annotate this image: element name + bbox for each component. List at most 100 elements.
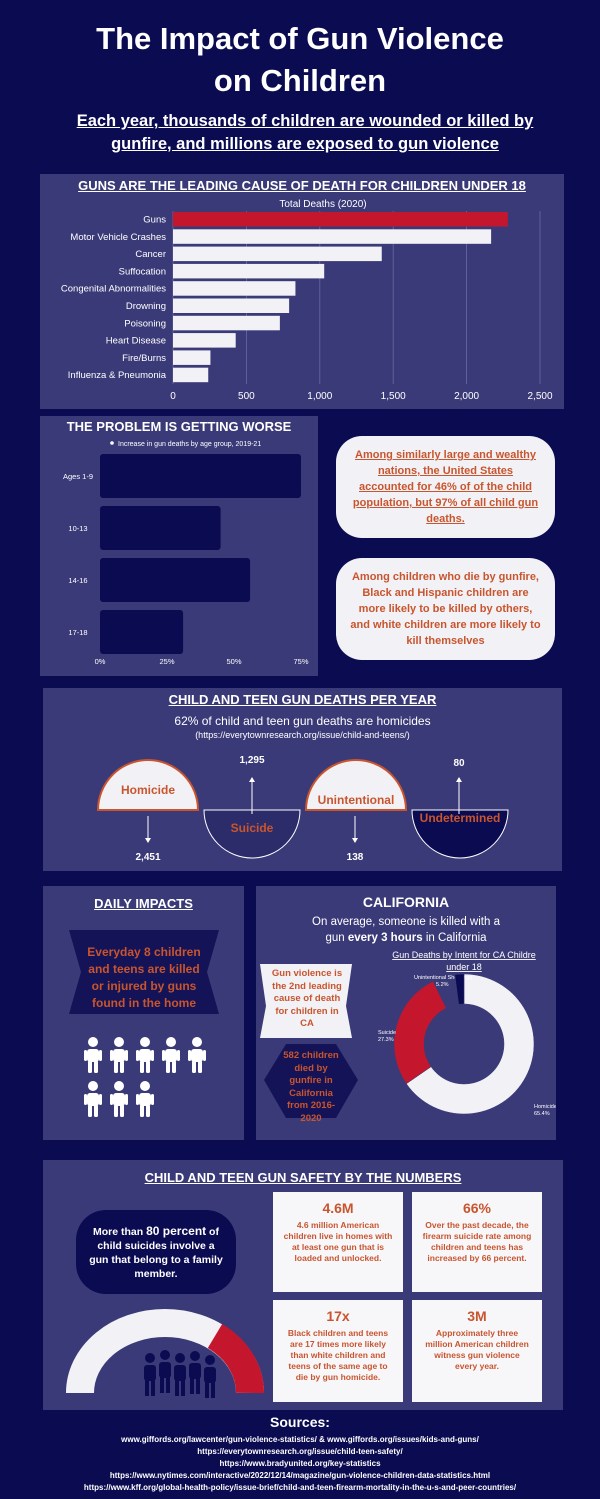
race-text: Among children who die by gunfire, Black… xyxy=(350,569,541,649)
chart1-x-tick: 2,500 xyxy=(527,391,552,402)
undetermined-label: Undetermined xyxy=(419,811,501,825)
ca-line2-bold: every 3 hours xyxy=(347,932,423,944)
person-icon xyxy=(110,1081,128,1117)
age-group-chart: Increase in gun deaths by age group, 201… xyxy=(63,441,309,666)
chart1-x-tick: 500 xyxy=(238,391,255,402)
chart1-bar xyxy=(173,298,290,313)
sources-list: www.giffords.org/lawcenter/gun-violence-… xyxy=(0,1434,600,1494)
race-text-3: are more likely to be xyxy=(358,587,529,615)
california-panel: CALIFORNIA On average, someone is killed… xyxy=(256,886,556,1140)
chart2-category-label: Ages 1-9 xyxy=(63,472,93,481)
ca-line2-pre: gun xyxy=(325,932,348,944)
chart2-x-tick: 0% xyxy=(95,657,106,666)
chart2-bar xyxy=(100,610,184,654)
leading-causes-panel: GUNS ARE THE LEADING CAUSE OF DEATH FOR … xyxy=(40,174,564,409)
pill-pre: More than xyxy=(93,1225,147,1238)
california-line-1: On average, someone is killed with a xyxy=(312,916,500,928)
stat-17x-big: 17x xyxy=(326,1308,350,1324)
family-member-icon xyxy=(159,1350,171,1393)
chart1-category-label: Fire/Burns xyxy=(122,353,166,364)
chart1-x-tick: 0 xyxy=(170,391,176,402)
per-year-url: (https://everytownresearch.org/issue/chi… xyxy=(195,730,410,740)
chart1-bar xyxy=(173,367,209,383)
stat-card-17x: 17x Black children and teens are 17 time… xyxy=(273,1300,403,1402)
race-card: Among children who die by gunfire, Black… xyxy=(336,558,555,660)
source-link-4[interactable]: https://www.nytimes.com/interactive/2022… xyxy=(109,1471,491,1480)
chart2-category-label: 17-18 xyxy=(68,628,87,637)
chart2-bar xyxy=(100,558,251,602)
source-link-2[interactable]: https://everytownresearch.org/issue/chil… xyxy=(197,1447,403,1456)
chart1-bar xyxy=(173,315,280,331)
stat-card-3m: 3M Approximately three million American … xyxy=(412,1300,542,1402)
chart3-slice xyxy=(454,973,465,1005)
homicide-label: Homicide xyxy=(120,783,175,797)
chart3-slice xyxy=(406,973,535,1115)
chart3-title-line2: under 18 xyxy=(446,962,482,972)
pill-bold: 80 percent xyxy=(146,1223,207,1238)
per-year-sub: 62% of child and teen gun deaths are hom… xyxy=(174,714,431,728)
chart1-title: Total Deaths (2020) xyxy=(279,199,366,210)
per-year-panel: CHILD AND TEEN GUN DEATHS PER YEAR 62% o… xyxy=(43,688,562,871)
chart2-legend-text: Increase in gun deaths by age group, 201… xyxy=(118,441,261,448)
race-text-7: are more likely to xyxy=(447,619,541,631)
person-icon xyxy=(84,1037,102,1073)
chart1-bar xyxy=(173,212,508,227)
race-text-5: , and xyxy=(350,603,533,631)
homicide-dome xyxy=(96,759,200,811)
source-link-1[interactable]: www.giffords.org/lawcenter/gun-violence-… xyxy=(121,1435,479,1444)
chart2-category-label: 14-16 xyxy=(68,576,87,585)
ca-fact-1: Gun violence is the 2nd leading cause of… xyxy=(271,968,343,1029)
race-text-6: white children xyxy=(373,619,448,631)
person-icon xyxy=(136,1081,154,1117)
suicide-value: 1,295 xyxy=(239,755,265,766)
california-line-2: gun every 3 hours in California xyxy=(256,930,556,946)
family-gun-pill: More than 80 percent of child suicides i… xyxy=(76,1210,236,1294)
chart1-bar xyxy=(173,350,211,365)
chart1-bar xyxy=(173,263,325,279)
stat-66-text: Over the past decade, the firearm suicid… xyxy=(422,1220,532,1263)
per-year-heading: CHILD AND TEEN GUN DEATHS PER YEAR xyxy=(168,692,437,707)
unintentional-value: 138 xyxy=(346,852,364,863)
source-link-5[interactable]: https://www.kff.org/global-health-policy… xyxy=(83,1483,517,1492)
getting-worse-panel: THE PROBLEM IS GETTING WORSE Increase in… xyxy=(40,416,318,676)
chart2-x-tick: 25% xyxy=(159,657,174,666)
stat-3m-big: 3M xyxy=(467,1308,487,1324)
person-icon xyxy=(84,1081,102,1117)
chart3-slice-value: 65.4% xyxy=(534,1111,550,1117)
page-title: The Impact of Gun Violence on Children xyxy=(0,18,600,102)
title-line-1: The Impact of Gun Violence xyxy=(96,21,504,56)
source-link-3[interactable]: https://www.bradyunited.org/key-statisti… xyxy=(219,1459,381,1468)
chart2-bar xyxy=(100,454,301,498)
person-icon xyxy=(110,1037,128,1073)
california-heading: CALIFORNIA xyxy=(362,894,450,910)
undetermined-bowl xyxy=(411,809,509,859)
chart3-slice xyxy=(393,980,447,1085)
chart1-bar xyxy=(173,229,492,244)
us-share-card: Among similarly large and wealthy nation… xyxy=(336,436,555,538)
unintentional-dome xyxy=(304,759,408,811)
stat-17x-text: Black children and teens are 17 times mo… xyxy=(287,1328,389,1382)
suicide-label: Suicide xyxy=(230,821,274,835)
chart2-x-tick: 75% xyxy=(293,657,308,666)
chart1-bar xyxy=(173,281,296,296)
chart3-slice-value: 5.2% xyxy=(436,982,449,988)
stat-card-66: 66% Over the past decade, the firearm su… xyxy=(412,1192,542,1292)
ca-fact-shapes xyxy=(260,964,358,1118)
person-icon xyxy=(188,1037,206,1073)
title-line-2: on Children xyxy=(213,63,387,98)
ca-line2-post: in California xyxy=(422,932,487,944)
chart2-bar xyxy=(100,506,221,550)
family-member-icon xyxy=(174,1353,186,1396)
family-gun-text: More than 80 percent of child suicides i… xyxy=(88,1224,224,1281)
unintentional-label: Unintentional xyxy=(317,793,395,807)
chart1-bar xyxy=(173,246,382,262)
suicide-bowl xyxy=(203,809,301,859)
family-member-icon xyxy=(204,1355,216,1398)
chart1-category-label: Guns xyxy=(143,215,166,226)
chart1-x-tick: 1,000 xyxy=(307,391,332,402)
numbers-heading: CHILD AND TEEN GUN SAFETY BY THE NUMBERS xyxy=(144,1170,462,1185)
race-text-2: Black and Hispanic children xyxy=(362,587,510,599)
chart3-slice-label: Unintentional Shootings xyxy=(414,975,472,981)
ca-fact-2: 582 children died by gunfire in Californ… xyxy=(283,1050,339,1124)
race-text-1: Among children who die by gunfire, xyxy=(351,571,539,583)
